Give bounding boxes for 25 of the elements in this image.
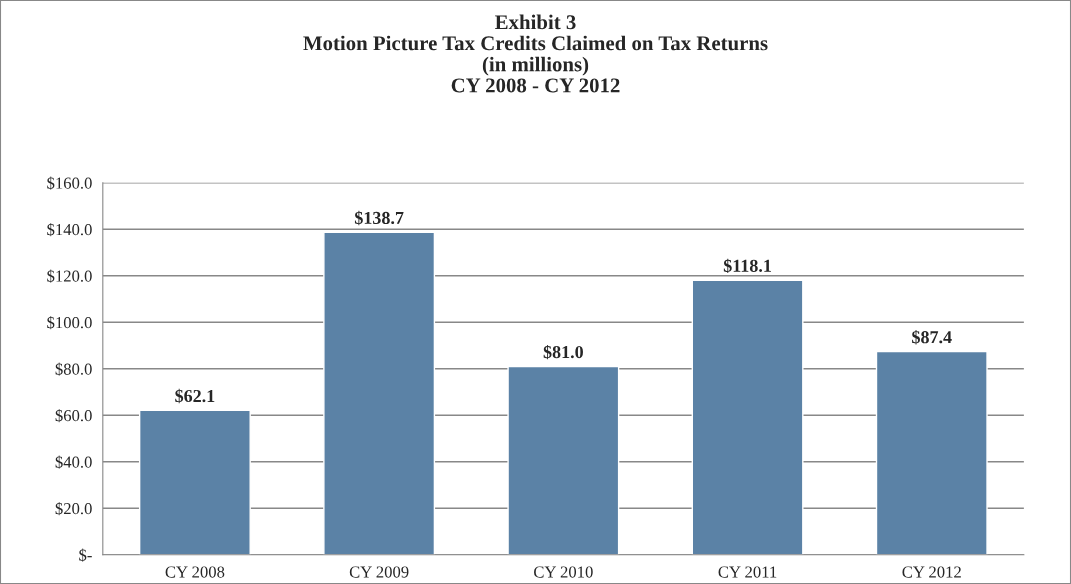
x-tick-label: CY 2010	[534, 566, 593, 578]
y-tick-label: $100.0	[47, 316, 92, 330]
bar	[507, 365, 620, 555]
x-tick-label: CY 2012	[902, 566, 961, 578]
x-tick-label: CY 2008	[165, 566, 225, 578]
chart-title: Exhibit 3 Motion Picture Tax Credits Claimed on Tax Returns (in millions) CY 2008 - CY 2012	[303, 14, 768, 93]
data-label: $87.4	[912, 330, 952, 345]
data-label: $62.1	[175, 388, 215, 404]
y-tick-label: $-	[79, 548, 92, 562]
y-tick-label: $80.0	[55, 362, 92, 376]
y-tick-label: $40.0	[55, 455, 92, 469]
data-label: $118.1	[723, 258, 771, 274]
data-label: $138.7	[354, 210, 404, 226]
bar	[875, 350, 988, 555]
y-tick-label: $20.0	[55, 502, 92, 516]
bar	[691, 279, 804, 555]
bar	[138, 409, 251, 555]
y-tick-label: $120.0	[47, 269, 92, 283]
y-tick-label: $60.0	[55, 409, 92, 423]
y-tick-label: $140.0	[47, 223, 92, 237]
bar	[323, 231, 436, 555]
y-tick-label: $160.0	[47, 176, 92, 190]
x-tick-label: CY 2011	[718, 566, 777, 578]
data-label: $81.0	[543, 344, 583, 360]
x-tick-label: CY 2009	[349, 566, 409, 578]
